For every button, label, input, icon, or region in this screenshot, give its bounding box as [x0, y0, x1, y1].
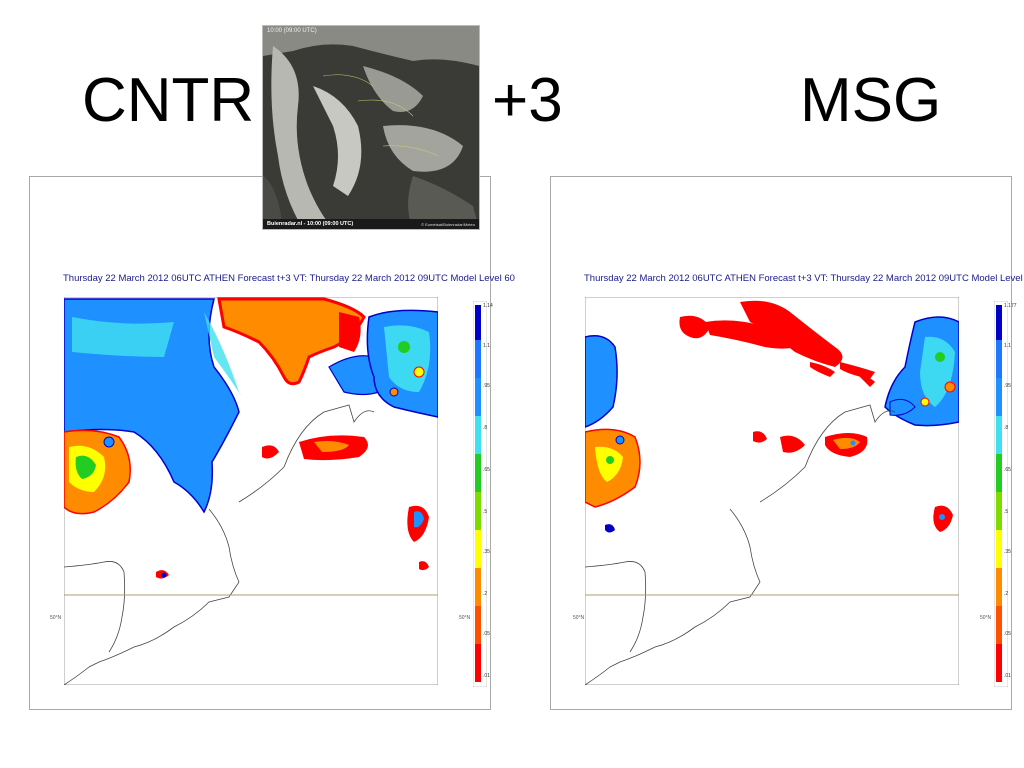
slide-title-right: MSG [800, 66, 942, 135]
colorbar-tick: .65 [1004, 467, 1011, 473]
forecast-map [585, 297, 959, 685]
colorbar-tick: .8 [483, 425, 488, 431]
colorbar-tick: .95 [483, 383, 490, 389]
colorbar-tick: .2 [1004, 591, 1009, 597]
satellite-caption: Buienradar.nl - 10:00 (09:00 UTC) [267, 221, 354, 227]
slide-title-left: CNTR [82, 66, 255, 135]
colorbar-tick: 1.1 [1004, 343, 1011, 349]
colorbar-tick: 1.1 [483, 343, 490, 349]
colorbar [994, 301, 1008, 687]
colorbar-tick: .35 [483, 549, 490, 555]
colorbar-tick: .01 [483, 673, 490, 679]
colorbar-tick: .35 [1004, 549, 1011, 555]
colorbar [473, 301, 487, 687]
latitude-label-left: 50°N [573, 615, 585, 621]
slide-title-middle: +3 [492, 66, 563, 135]
colorbar-tick: .2 [483, 591, 488, 597]
latitude-label-right: 50°N [459, 615, 471, 621]
colorbar-tick: .65 [483, 467, 490, 473]
forecast-panel-cntr: Thursday 22 March 2012 06UTC ATHEN Forec… [29, 176, 515, 710]
colorbar-tick: .5 [1004, 509, 1009, 515]
colorbar-tick: .5 [483, 509, 488, 515]
colorbar-tick: .8 [1004, 425, 1009, 431]
satellite-timestamp: 10:00 (09:00 UTC) [267, 28, 317, 34]
colorbar-tick: 1.14 [483, 303, 493, 309]
colorbar-tick: .01 [1004, 673, 1011, 679]
latitude-label-left: 50°N [50, 615, 62, 621]
satellite-image-inset: 10:00 (09:00 UTC) Buienradar.nl - 10:00 … [262, 25, 480, 230]
latitude-label-right: 50°N [980, 615, 992, 621]
satellite-cloud-picture [263, 26, 479, 229]
colorbar-tick: .05 [483, 631, 490, 637]
forecast-panel-msg: Thursday 22 March 2012 06UTC ATHEN Forec… [550, 176, 1024, 710]
panel-title: Thursday 22 March 2012 06UTC ATHEN Forec… [63, 273, 515, 284]
colorbar-tick: 1.177 [1004, 303, 1017, 309]
colorbar-tick: .05 [1004, 631, 1011, 637]
panel-title: Thursday 22 March 2012 06UTC ATHEN Forec… [584, 273, 1024, 284]
forecast-map [64, 297, 438, 685]
colorbar-tick: .95 [1004, 383, 1011, 389]
satellite-copyright: © Eumetsat/Buienradar/Meteo [421, 222, 475, 227]
